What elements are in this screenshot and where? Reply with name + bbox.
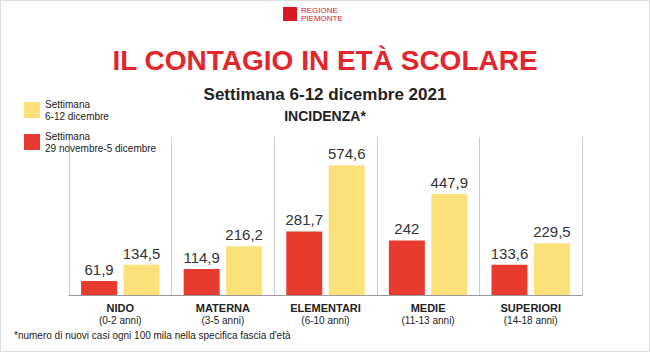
svg-text:SUPERIORI: SUPERIORI: [500, 302, 561, 314]
svg-text:(6-10 anni): (6-10 anni): [301, 315, 349, 326]
svg-text:MATERNA: MATERNA: [196, 302, 250, 314]
svg-text:PIEMONTE: PIEMONTE: [301, 14, 343, 23]
svg-text:Settimana 6-12 dicembre 2021: Settimana 6-12 dicembre 2021: [204, 85, 447, 104]
svg-text:447,9: 447,9: [431, 174, 469, 191]
svg-text:216,2: 216,2: [225, 226, 263, 243]
svg-text:(11-13 anni): (11-13 anni): [402, 315, 455, 326]
svg-text:29 novembre-5 dicembre: 29 novembre-5 dicembre: [45, 143, 157, 154]
svg-text:MEDIE: MEDIE: [411, 302, 446, 314]
svg-text:REGIONE: REGIONE: [301, 5, 338, 15]
svg-text:114,9: 114,9: [183, 249, 219, 266]
svg-text:242: 242: [394, 220, 419, 237]
svg-text:134,5: 134,5: [123, 245, 161, 262]
svg-text:INCIDENZA*: INCIDENZA*: [284, 108, 366, 124]
svg-text:*numero di nuovi casi ogni 100: *numero di nuovi casi ogni 100 mila nell…: [14, 330, 291, 341]
svg-text:(0-2 anni): (0-2 anni): [99, 315, 142, 326]
svg-text:(3-5 anni): (3-5 anni): [201, 315, 244, 326]
svg-text:61,9: 61,9: [84, 261, 113, 278]
svg-text:NIDO: NIDO: [107, 302, 135, 314]
svg-text:ELEMENTARI: ELEMENTARI: [290, 302, 361, 314]
svg-text:574,6: 574,6: [328, 145, 366, 162]
svg-text:(14-18 anni): (14-18 anni): [504, 315, 558, 326]
svg-text:Settimana: Settimana: [45, 99, 90, 110]
svg-text:281,7: 281,7: [285, 211, 323, 228]
svg-text:6-12 dicembre: 6-12 dicembre: [45, 111, 109, 122]
svg-text:Settimana: Settimana: [45, 131, 90, 142]
svg-text:IL CONTAGIO IN ETÀ SCOLARE: IL CONTAGIO IN ETÀ SCOLARE: [112, 45, 537, 76]
svg-text:229,5: 229,5: [533, 223, 571, 240]
svg-text:133,6: 133,6: [491, 245, 529, 262]
